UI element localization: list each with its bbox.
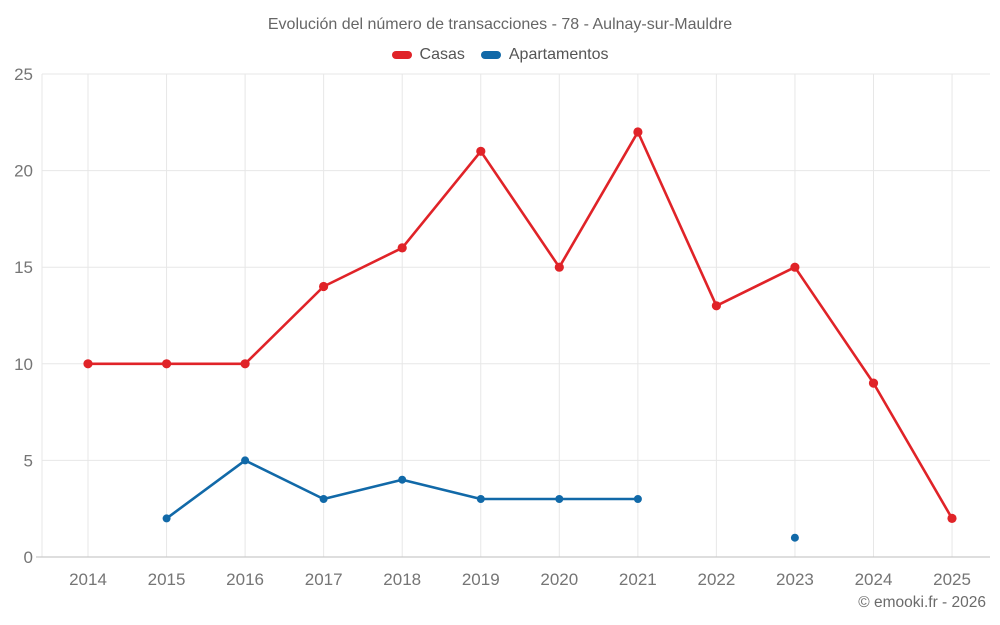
data-point-apartamentos-2020: [555, 495, 564, 503]
data-point-apartamentos-2023: [790, 533, 799, 542]
y-axis-tick-label: 15: [14, 258, 33, 277]
x-axis-tick-label: 2014: [69, 570, 107, 589]
x-axis-tick-label: 2015: [148, 570, 186, 589]
x-axis-tick-label: 2018: [383, 570, 421, 589]
y-axis-tick-label: 20: [14, 162, 33, 181]
copyright-footer: © emooki.fr - 2026: [858, 594, 986, 611]
y-axis-tick-label: 25: [14, 65, 33, 84]
data-point-apartamentos-2019: [476, 495, 485, 503]
y-axis-tick-label: 0: [24, 548, 33, 567]
data-point-casas-2022: [711, 301, 722, 311]
x-axis-tick-label: 2016: [226, 570, 264, 589]
data-point-casas-2017: [319, 281, 329, 292]
data-point-casas-2020: [554, 262, 564, 272]
data-point-casas-2021: [633, 127, 643, 137]
y-axis-tick-label: 10: [14, 355, 33, 374]
legend-label: Apartamentos: [508, 46, 609, 63]
x-axis-tick-label: 2019: [462, 570, 500, 589]
data-point-casas-2016: [240, 359, 250, 369]
x-axis-tick-label: 2017: [305, 570, 343, 589]
data-point-casas-2019: [476, 146, 486, 156]
x-axis-tick-label: 2021: [619, 570, 657, 589]
x-axis-tick-label: 2023: [776, 570, 814, 589]
legend-label: Casas: [419, 46, 465, 63]
legend-swatch-icon: [391, 51, 412, 59]
data-point-casas-2025: [947, 513, 957, 524]
data-point-apartamentos-2017: [319, 495, 328, 503]
data-point-apartamentos-2015: [162, 514, 171, 523]
data-point-casas-2014: [83, 359, 93, 369]
data-point-apartamentos-2018: [398, 475, 407, 484]
data-point-apartamentos-2016: [241, 456, 250, 465]
legend-swatch-icon: [480, 51, 501, 59]
legend-item-casas[interactable]: Casas: [391, 46, 465, 64]
series-line-casas: [86, 130, 954, 520]
x-axis-tick-label: 2022: [697, 570, 735, 589]
y-axis-tick-label: 5: [24, 451, 33, 470]
legend-item-apartamentos[interactable]: Apartamentos: [480, 46, 609, 64]
data-point-casas-2023: [790, 262, 800, 272]
x-axis-tick-label: 2025: [933, 570, 971, 589]
data-point-casas-2018: [397, 243, 407, 253]
data-point-casas-2015: [162, 359, 172, 369]
x-axis-tick-label: 2024: [855, 570, 893, 589]
chart-legend: Casas Apartamentos: [0, 46, 1000, 64]
x-axis-tick-label: 2020: [540, 570, 578, 589]
chart-title: Evolución del número de transacciones - …: [267, 16, 733, 33]
data-point-casas-2024: [868, 378, 879, 388]
data-point-apartamentos-2021: [633, 495, 642, 503]
